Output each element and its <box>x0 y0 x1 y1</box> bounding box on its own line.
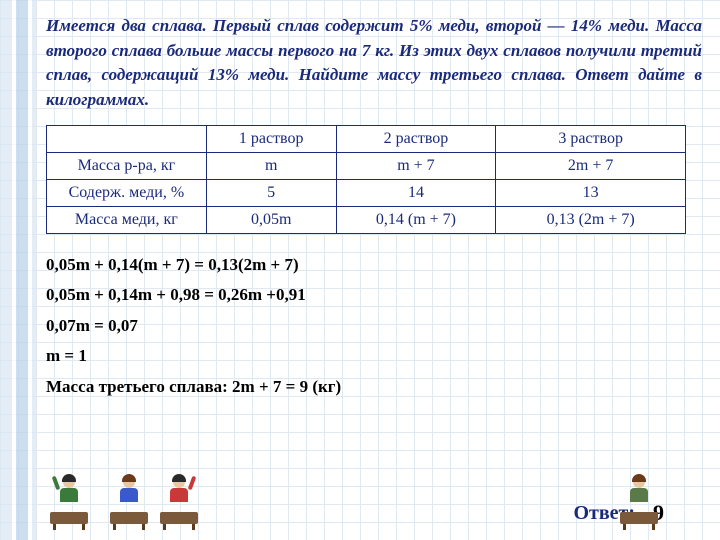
table-cell: 14 <box>336 179 496 206</box>
table-cell: m + 7 <box>336 152 496 179</box>
solution-workings: 0,05m + 0,14(m + 7) = 0,13(2m + 7)0,05m … <box>46 250 702 403</box>
table-row: Масса р-ра, кгmm + 72m + 7 <box>47 152 686 179</box>
table-col-header: 2 раствор <box>336 125 496 152</box>
student-icon <box>160 498 198 524</box>
table-row: Содерж. меди, %51413 <box>47 179 686 206</box>
working-line: 0,05m + 0,14(m + 7) = 0,13(2m + 7) <box>46 250 702 281</box>
table-corner <box>47 125 207 152</box>
working-line: Масса третьего сплава: 2m + 7 = 9 (кг) <box>46 372 702 403</box>
working-line: m = 1 <box>46 341 702 372</box>
student-icon <box>620 498 658 524</box>
table-row-header: Масса меди, кг <box>47 206 207 233</box>
table-cell: 0,13 (2m + 7) <box>496 206 686 233</box>
table-col-header: 3 раствор <box>496 125 686 152</box>
table-row-header: Масса р-ра, кг <box>47 152 207 179</box>
left-stripe-decoration <box>0 0 36 540</box>
table-row: Масса меди, кг0,05m0,14 (m + 7)0,13 (2m … <box>47 206 686 233</box>
table-cell: 0,05m <box>206 206 336 233</box>
table-cell: 2m + 7 <box>496 152 686 179</box>
table-col-header: 1 раствор <box>206 125 336 152</box>
working-line: 0,05m + 0,14m + 0,98 = 0,26m +0,91 <box>46 280 702 311</box>
student-icon <box>110 498 148 524</box>
content-area: Имеется два сплава. Первый сплав содержи… <box>46 14 702 403</box>
working-line: 0,07m = 0,07 <box>46 311 702 342</box>
student-icon <box>50 498 88 524</box>
table-cell: m <box>206 152 336 179</box>
table-row-header: Содерж. меди, % <box>47 179 207 206</box>
table-cell: 13 <box>496 179 686 206</box>
problem-statement: Имеется два сплава. Первый сплав содержи… <box>46 14 702 113</box>
table-cell: 5 <box>206 179 336 206</box>
data-table: 1 раствор2 раствор3 раствор Масса р-ра, … <box>46 125 686 234</box>
table-cell: 0,14 (m + 7) <box>336 206 496 233</box>
